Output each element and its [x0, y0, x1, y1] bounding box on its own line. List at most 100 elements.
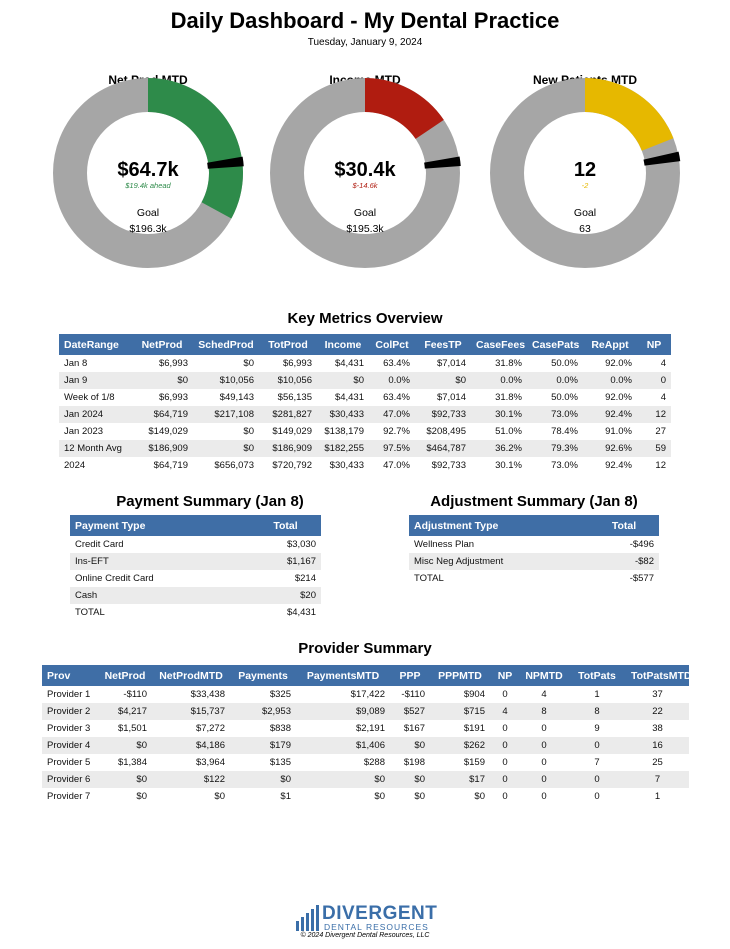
cell: $1,384: [117, 757, 147, 768]
cell: 0: [502, 740, 508, 751]
header-cell: TotPats: [578, 669, 616, 682]
gauge-arc: [365, 78, 444, 139]
row: Credit Card $3,030: [70, 536, 321, 553]
cell: $6,993: [282, 358, 312, 369]
cell: $167: [403, 723, 425, 734]
cell: Jan 2023: [64, 426, 104, 437]
cell: 31.8%: [495, 358, 522, 369]
cell: $186,909: [272, 443, 312, 454]
cell: 30.1%: [495, 460, 522, 471]
cell: $0: [474, 791, 485, 802]
cell: 47.0%: [383, 460, 410, 471]
logo-main: DIVERGENT: [322, 903, 438, 924]
cell: $214: [294, 573, 316, 584]
cell: $30,433: [329, 460, 364, 471]
metrics-table: DateRange NetProd SchedProd TotProd Income Co…: [59, 334, 671, 474]
cell: Provider 7: [47, 791, 91, 802]
goal-caption: Goal: [354, 207, 376, 219]
cell: Jan 9: [64, 375, 88, 386]
logo-sub: DENTAL RESOURCES: [324, 922, 429, 932]
cell: $92,733: [431, 460, 466, 471]
cell: 22: [652, 706, 663, 717]
cell: Provider 4: [47, 740, 91, 751]
cell: 2024: [64, 460, 86, 471]
cell: 8: [541, 706, 547, 717]
cell: 73.0%: [551, 409, 578, 420]
cell: $3,030: [286, 539, 316, 550]
cell: $0: [243, 426, 254, 437]
gauge-delta: $19.4k ahead: [124, 181, 171, 190]
cell: 0.0%: [388, 375, 410, 386]
cell: $1,501: [117, 723, 147, 734]
cell: $0: [214, 791, 225, 802]
cell: 7: [654, 774, 661, 785]
cell: 92.4%: [605, 460, 632, 471]
cell: $208,495: [426, 426, 466, 437]
row: Provider 7 $0 $0 $1 $0 $0 $0 0 0 0 1: [42, 788, 689, 805]
cell: -$110: [123, 689, 147, 700]
cell: 8: [594, 706, 600, 717]
header-cell: NetProd: [104, 669, 146, 682]
cell: $262: [463, 740, 485, 751]
header-cell: Prov: [47, 669, 71, 682]
header-cell: Income: [324, 338, 362, 351]
cell: 4: [541, 689, 547, 700]
gauge-arc: [148, 78, 243, 219]
header-cell: FeesTP: [424, 338, 462, 351]
logo-icon: [296, 905, 319, 931]
cell: $2,191: [355, 723, 385, 734]
cell: 0: [541, 740, 547, 751]
cell: $33,438: [190, 689, 225, 700]
gauge-delta: $-14.6k: [351, 181, 378, 190]
pace-marker: [207, 156, 244, 169]
cell: $7,014: [436, 358, 466, 369]
cell: $186,909: [148, 443, 188, 454]
cell: 0: [594, 791, 600, 802]
cell: $92,733: [431, 409, 466, 420]
row: Cash $20: [70, 587, 321, 604]
row: Misc Neg Adjustment -$82: [409, 553, 659, 570]
cell: $0: [136, 774, 147, 785]
cell: 36.2%: [495, 443, 522, 454]
header-cell: DateRange: [64, 338, 119, 351]
row: Provider 2 $4,217 $15,737 $2,953 $9,089 $527 $…: [42, 703, 689, 720]
cell: 38: [652, 723, 663, 734]
header-cell: PPPMTD: [438, 669, 482, 682]
cell: $17: [469, 774, 485, 785]
goal-caption: Goal: [137, 207, 159, 219]
cell: 92.0%: [605, 358, 632, 369]
header-cell: NP: [646, 338, 662, 351]
copyright: © 2024 Divergent Dental Resources, LLC: [300, 932, 430, 939]
cell: -$577: [629, 573, 654, 584]
cell: $9,089: [355, 706, 385, 717]
logo: [296, 905, 326, 936]
row: Provider 3 $1,501 $7,272 $838 $2,191 $167 $191…: [42, 720, 689, 737]
cell: 1: [654, 791, 661, 802]
section-title: Adjustment Summary (Jan 8): [430, 493, 638, 510]
cell: $64,719: [153, 409, 188, 420]
row: Online Credit Card $214: [70, 570, 321, 587]
cell: $0: [374, 791, 385, 802]
cell: $135: [269, 757, 291, 768]
header-cell: NetProdMTD: [159, 669, 223, 682]
cell: $7,014: [436, 392, 466, 403]
cell: 50.0%: [551, 358, 578, 369]
cell: $4,186: [195, 740, 225, 751]
cell: $904: [463, 689, 485, 700]
cell: 92.7%: [383, 426, 410, 437]
header-cell: ReAppt: [591, 338, 629, 351]
cell: 63.4%: [383, 392, 410, 403]
cell: 12: [655, 409, 666, 420]
cell: $0: [136, 740, 147, 751]
cell: Provider 3: [47, 723, 91, 734]
header-cell: SchedProd: [198, 338, 254, 351]
cell: $0: [177, 375, 188, 386]
cell: $122: [203, 774, 225, 785]
header-cell: TotPatsMTD: [631, 669, 689, 682]
cell: 50.0%: [551, 392, 578, 403]
header-cell: ColPct: [375, 338, 409, 351]
header-cell: PaymentsMTD: [306, 669, 380, 682]
cell: $10,056: [219, 375, 254, 386]
header-row: Prov NetProd NetProdMTD Payments PaymentsMTD…: [42, 665, 689, 686]
